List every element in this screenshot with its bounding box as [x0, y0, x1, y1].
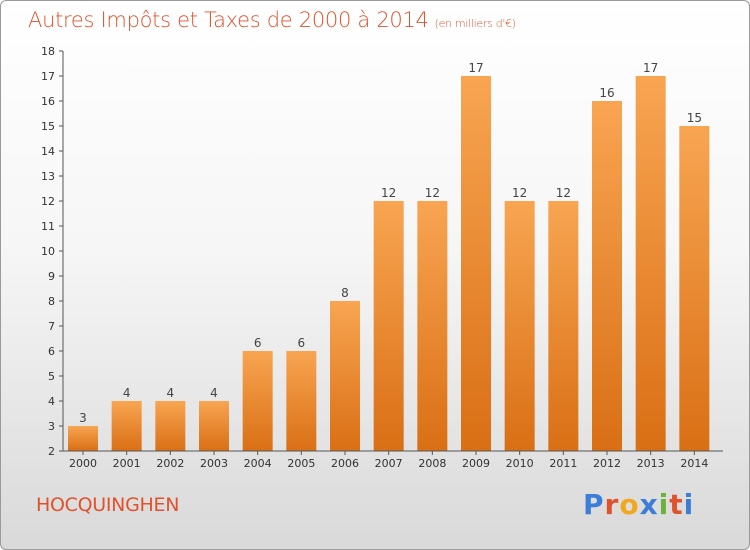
- commune-name: HOCQUINGHEN: [36, 494, 180, 516]
- x-tick-label: 2013: [637, 457, 665, 470]
- x-tick-label: 2005: [287, 457, 315, 470]
- x-tick-label: 2001: [113, 457, 141, 470]
- bar: [635, 76, 666, 451]
- y-tick-label: 5: [48, 370, 55, 383]
- logo-letter: P: [583, 488, 605, 521]
- proxiti-logo: Proxiti: [583, 488, 694, 521]
- y-tick-label: 17: [41, 70, 55, 83]
- bar: [68, 426, 98, 451]
- y-tick-label: 18: [41, 45, 55, 58]
- logo-letter: i: [658, 488, 670, 521]
- y-tick-label: 12: [41, 195, 55, 208]
- bar: [373, 201, 404, 451]
- logo-letter: x: [639, 488, 659, 521]
- bar: [417, 201, 448, 451]
- data-label: 17: [468, 61, 483, 75]
- y-tick-label: 11: [41, 220, 55, 233]
- bar: [330, 301, 360, 451]
- x-tick-label: 2006: [331, 457, 359, 470]
- data-label: 4: [210, 386, 218, 400]
- bar: [155, 401, 186, 451]
- x-tick-label: 2008: [418, 457, 446, 470]
- data-label: 3: [79, 411, 87, 425]
- x-tick-label: 2014: [680, 457, 708, 470]
- data-label: 12: [381, 186, 396, 200]
- y-tick-label: 9: [48, 270, 55, 283]
- x-tick-label: 2009: [462, 457, 490, 470]
- bar: [242, 351, 273, 451]
- chart-title: Autres Impôts et Taxes de 2000 à 2014 (en…: [28, 8, 516, 32]
- data-label: 12: [556, 186, 571, 200]
- logo-letter: t: [669, 488, 684, 521]
- y-tick-label: 2: [48, 445, 55, 458]
- x-tick-label: 2004: [244, 457, 272, 470]
- data-label: 15: [687, 111, 702, 125]
- y-tick-label: 4: [48, 395, 55, 408]
- data-label: 6: [254, 336, 262, 350]
- y-tick-label: 8: [48, 295, 55, 308]
- data-label: 17: [643, 61, 658, 75]
- data-label: 4: [167, 386, 175, 400]
- data-label: 8: [341, 286, 349, 300]
- x-tick-label: 2010: [506, 457, 534, 470]
- y-tick-label: 6: [48, 345, 55, 358]
- x-tick-label: 2002: [156, 457, 184, 470]
- y-tick-label: 7: [48, 320, 55, 333]
- x-tick-label: 2007: [375, 457, 403, 470]
- logo-letter: i: [683, 488, 695, 521]
- bar: [504, 201, 535, 451]
- bar: [111, 401, 142, 451]
- y-tick-label: 16: [41, 95, 55, 108]
- y-tick-label: 3: [48, 420, 55, 433]
- data-label: 6: [298, 336, 306, 350]
- bar: [461, 76, 491, 451]
- unit-note: (en milliers d'€): [434, 17, 516, 30]
- logo-letter: o: [619, 488, 640, 521]
- y-tick-label: 14: [41, 145, 55, 158]
- data-label: 12: [512, 186, 527, 200]
- x-tick-label: 2012: [593, 457, 621, 470]
- x-tick-label: 2000: [69, 457, 97, 470]
- data-label: 12: [425, 186, 440, 200]
- x-axis: 2000 2001 2002 2003 2004 2005 2006 2007 2008 2009…: [63, 450, 723, 470]
- x-tick-label: 2003: [200, 457, 228, 470]
- y-tick-label: 13: [41, 170, 55, 183]
- logo-letter: r: [604, 488, 620, 521]
- data-label: 16: [599, 86, 614, 100]
- data-label: 4: [123, 386, 131, 400]
- y-tick-label: 10: [41, 245, 55, 258]
- x-tick-label: 2011: [549, 457, 577, 470]
- bar: [199, 401, 229, 451]
- bar: [592, 101, 622, 451]
- y-axis: 2 3 4 5 6 7 8 9 10 11 12 13 14 15 16 17 18: [41, 45, 64, 458]
- bars: 3 4 4 4 6 6 8 12 12 17 12 12 16 17 15: [68, 61, 710, 451]
- bar: [548, 201, 579, 451]
- bar: [679, 126, 710, 451]
- y-tick-label: 15: [41, 120, 55, 133]
- chart-title-text: Autres Impôts et Taxes de 2000 à 2014: [28, 8, 429, 32]
- bar: [286, 351, 317, 451]
